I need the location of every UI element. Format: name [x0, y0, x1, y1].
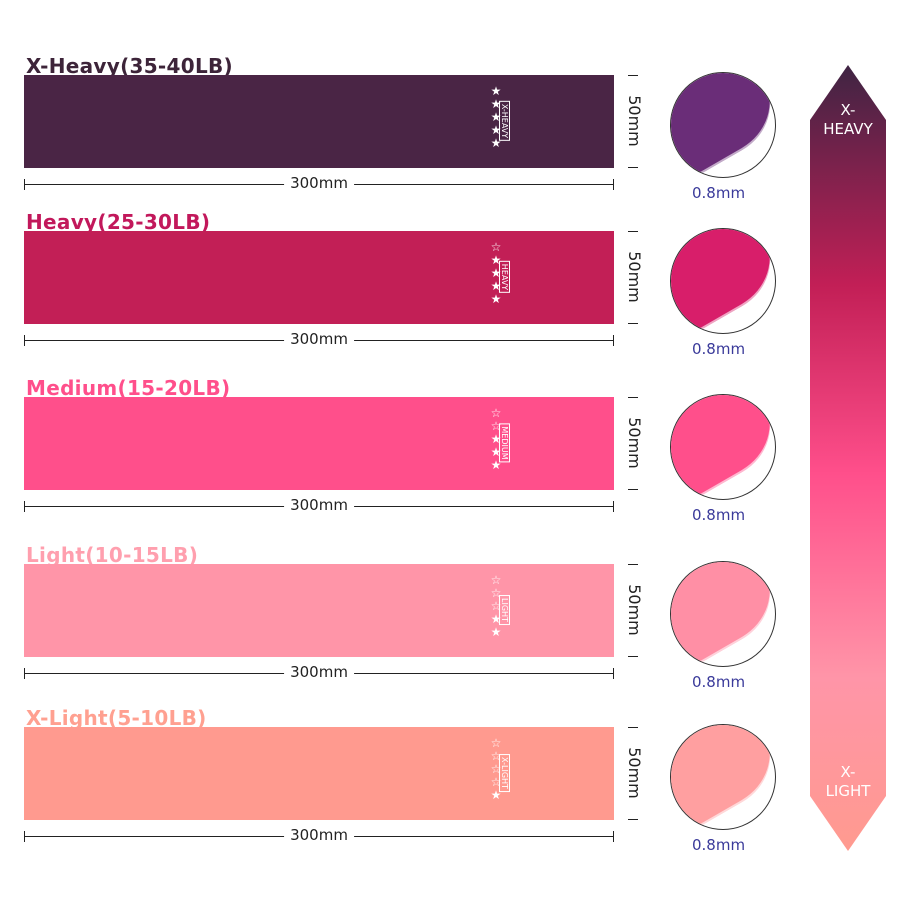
- star-empty-icon: ☆: [490, 599, 502, 613]
- width-dimension: 50mm: [625, 397, 644, 490]
- thickness-label: 0.8mm: [692, 836, 746, 854]
- width-label: 50mm: [625, 747, 644, 799]
- star-filled-icon: ★: [490, 445, 502, 459]
- width-dimension: 50mm: [625, 231, 644, 324]
- star-filled-icon: ★: [490, 97, 502, 111]
- band-tag-label: MEDIUM: [499, 423, 510, 463]
- star-empty-icon: ☆: [490, 419, 502, 433]
- scale-top-label: X- HEAVY: [823, 101, 873, 138]
- band-title: X-Heavy(35-40LB): [26, 54, 233, 78]
- star-filled-icon: ★: [490, 279, 502, 293]
- length-dimension: 300mm: [24, 663, 614, 681]
- star-filled-icon: ★: [490, 123, 502, 137]
- band-tag-label: HEAVY: [499, 260, 510, 294]
- length-dimension: 300mm: [24, 330, 614, 348]
- star-filled-icon: ★: [490, 612, 502, 626]
- length-dimension: 300mm: [24, 496, 614, 514]
- star-filled-icon: ★: [490, 136, 502, 150]
- width-dimension: 50mm: [625, 727, 644, 820]
- star-rating: ★ ★ ★ ☆ ☆: [486, 407, 506, 472]
- width-label: 50mm: [625, 584, 644, 636]
- band-tag: ★ ★ ★ ★ ☆ HEAVY: [486, 241, 556, 311]
- length-dimension: 300mm: [24, 826, 614, 844]
- star-empty-icon: ☆: [490, 406, 502, 420]
- band-tag: ★ ★ ★ ★ ★ X-HEAVY: [486, 85, 556, 155]
- thickness-label: 0.8mm: [692, 673, 746, 691]
- band-row: Medium(15-20LB) ★ ★ ★ ☆ ☆ MEDIUM 50mm 300mm …: [0, 376, 800, 555]
- star-empty-icon: ☆: [490, 736, 502, 750]
- band-title: Light(10-15LB): [26, 543, 199, 567]
- resistance-band: ★ ★ ★ ★ ★ X-HEAVY: [24, 75, 614, 168]
- thickness-closeup: [670, 228, 776, 334]
- star-rating: ★ ★ ★ ★ ☆: [486, 241, 506, 306]
- band-tag: ★ ★ ☆ ☆ ☆ LIGHT: [486, 574, 556, 644]
- thickness-closeup: [670, 724, 776, 830]
- band-row: Light(10-15LB) ★ ★ ☆ ☆ ☆ LIGHT 50mm 300mm 0.…: [0, 543, 800, 722]
- resistance-band: ★ ★ ★ ★ ☆ HEAVY: [24, 231, 614, 324]
- star-rating: ★ ★ ★ ★ ★: [486, 85, 506, 150]
- band-title: Heavy(25-30LB): [26, 210, 211, 234]
- star-filled-icon: ★: [490, 625, 502, 639]
- star-filled-icon: ★: [490, 84, 502, 98]
- length-dimension: 300mm: [24, 174, 614, 192]
- resistance-band: ★ ★ ☆ ☆ ☆ LIGHT: [24, 564, 614, 657]
- band-tag-label: X-LIGHT: [499, 754, 510, 792]
- band-tag: ★ ★ ★ ☆ ☆ MEDIUM: [486, 407, 556, 477]
- band-title: X-Light(5-10LB): [26, 706, 207, 730]
- band-tag-label: X-HEAVY: [499, 100, 510, 142]
- scale-bottom-label: X- LIGHT: [825, 763, 871, 800]
- star-empty-icon: ☆: [490, 775, 502, 789]
- thickness-closeup: [670, 561, 776, 667]
- band-title: Medium(15-20LB): [26, 376, 231, 400]
- star-rating: ★ ★ ☆ ☆ ☆: [486, 574, 506, 639]
- width-label: 50mm: [625, 417, 644, 469]
- band-tag: ★ ☆ ☆ ☆ ☆ X-LIGHT: [486, 737, 556, 807]
- resistance-band: ★ ★ ★ ☆ ☆ MEDIUM: [24, 397, 614, 490]
- star-empty-icon: ☆: [490, 586, 502, 600]
- length-label: 300mm: [284, 496, 354, 514]
- star-filled-icon: ★: [490, 458, 502, 472]
- thickness-label: 0.8mm: [692, 184, 746, 202]
- thickness-closeup: [670, 72, 776, 178]
- thickness-closeup: [670, 394, 776, 500]
- thickness-label: 0.8mm: [692, 340, 746, 358]
- length-label: 300mm: [284, 826, 354, 844]
- length-label: 300mm: [284, 330, 354, 348]
- star-rating: ★ ☆ ☆ ☆ ☆: [486, 737, 506, 802]
- thickness-label: 0.8mm: [692, 506, 746, 524]
- star-filled-icon: ★: [490, 110, 502, 124]
- band-row: X-Heavy(35-40LB) ★ ★ ★ ★ ★ X-HEAVY 50mm 300m…: [0, 54, 800, 233]
- star-filled-icon: ★: [490, 266, 502, 280]
- star-empty-icon: ☆: [490, 749, 502, 763]
- star-empty-icon: ☆: [490, 762, 502, 776]
- star-filled-icon: ★: [490, 253, 502, 267]
- band-row: Heavy(25-30LB) ★ ★ ★ ★ ☆ HEAVY 50mm 300mm 0.…: [0, 210, 800, 389]
- resistance-band: ★ ☆ ☆ ☆ ☆ X-LIGHT: [24, 727, 614, 820]
- width-dimension: 50mm: [625, 564, 644, 657]
- intensity-scale-arrow: X- HEAVY X- LIGHT: [810, 65, 886, 851]
- length-label: 300mm: [284, 663, 354, 681]
- width-label: 50mm: [625, 251, 644, 303]
- star-empty-icon: ☆: [490, 573, 502, 587]
- width-dimension: 50mm: [625, 75, 644, 168]
- star-filled-icon: ★: [490, 432, 502, 446]
- band-tag-label: LIGHT: [499, 595, 510, 625]
- star-filled-icon: ★: [490, 788, 502, 802]
- width-label: 50mm: [625, 95, 644, 147]
- star-filled-icon: ★: [490, 292, 502, 306]
- length-label: 300mm: [284, 174, 354, 192]
- star-empty-icon: ☆: [490, 240, 502, 254]
- band-row: X-Light(5-10LB) ★ ☆ ☆ ☆ ☆ X-LIGHT 50mm 300mm…: [0, 706, 800, 885]
